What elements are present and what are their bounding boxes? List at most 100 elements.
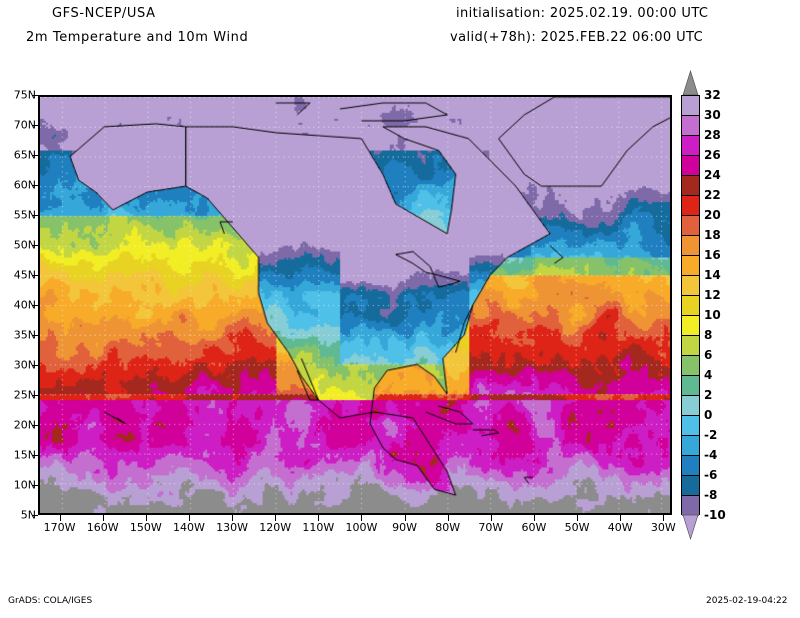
lon-tick-mark (663, 515, 665, 521)
lon-tick-mark (102, 515, 104, 521)
lon-tick-mark (145, 515, 147, 521)
longitude-axis: 170W 160W 150W 140W 130W 120W 110W 100W 90W 80W 70… (38, 515, 676, 539)
lon-tick-label: 60W (521, 521, 547, 534)
colorbar-tick-label: 24 (704, 168, 721, 182)
colorbar-band (682, 276, 699, 296)
lon-tick-label: 90W (392, 521, 418, 534)
temperature-field-canvas (40, 97, 670, 513)
colorbar-band (682, 376, 699, 396)
lat-tick-mark (32, 305, 38, 306)
colorbar-tick-label: -4 (704, 448, 718, 462)
lon-tick-label: 120W (259, 521, 292, 534)
colorbar-tick-label: 14 (704, 268, 721, 282)
lat-tick-label: 30N (13, 358, 36, 372)
lat-tick-label: 70N (13, 118, 36, 132)
valid-time-label: valid(+78h): 2025.FEB.22 06:00 UTC (450, 30, 704, 45)
header: GFS-NCEP/USA 2m Temperature and 10m Wind… (0, 0, 800, 62)
colorbar-tick-label: 6 (704, 348, 713, 362)
lon-tick-mark (318, 515, 320, 521)
lat-tick-label: 45N (13, 268, 36, 282)
lon-tick-mark (232, 515, 234, 521)
lat-tick-mark (32, 95, 38, 96)
colorbar-tick-labels: 32 30 28 26 24 22 20 18 16 14 12 10 8 6 4 2 0 -2 -4 -6 -8 -10 (702, 89, 742, 521)
model-name-label: GFS-NCEP/USA (52, 6, 156, 21)
colorbar-band (682, 196, 699, 216)
colorbar-band (682, 176, 699, 196)
lon-tick-mark (447, 515, 449, 521)
colorbar-over-arrow-icon (682, 70, 699, 96)
lon-tick-label: 100W (345, 521, 378, 534)
lat-tick-mark (32, 275, 38, 276)
colorbar-tick-label: 8 (704, 328, 713, 342)
lat-tick-label: 50N (13, 238, 36, 252)
lon-tick-label: 140W (173, 521, 205, 534)
lat-tick-label: 40N (13, 298, 36, 312)
lat-tick-mark (32, 365, 38, 366)
colorbar-band (682, 296, 699, 316)
lat-tick-label: 20N (13, 418, 36, 432)
temperature-colorbar (681, 95, 700, 516)
initialisation-label: initialisation: 2025.02.19. 00:00 UTC (456, 6, 709, 21)
colorbar-tick-label: 12 (704, 288, 721, 302)
lon-tick-mark (59, 515, 61, 521)
colorbar-band (682, 96, 699, 116)
colorbar-band (682, 316, 699, 336)
colorbar-band (682, 496, 699, 516)
lat-tick-mark (32, 155, 38, 156)
lat-tick-label: 65N (13, 148, 36, 162)
lat-tick-label: 75N (13, 88, 36, 102)
lat-tick-mark (32, 425, 38, 426)
colorbar-tick-label: 28 (704, 128, 721, 142)
lat-tick-label: 5N (20, 508, 36, 522)
colorbar-band (682, 216, 699, 236)
colorbar-tick-label: 18 (704, 228, 721, 242)
colorbar-band (682, 336, 699, 356)
lat-tick-mark (32, 125, 38, 126)
colorbar-band (682, 396, 699, 416)
colorbar-band (682, 456, 699, 476)
lat-tick-mark (32, 245, 38, 246)
lat-tick-label: 35N (13, 328, 36, 342)
lat-tick-label: 15N (13, 448, 36, 462)
lon-tick-mark (533, 515, 535, 521)
lat-tick-mark (32, 185, 38, 186)
product-name-label: 2m Temperature and 10m Wind (26, 30, 249, 45)
lon-tick-label: 150W (129, 521, 162, 534)
lat-tick-label: 55N (13, 208, 36, 222)
colorbar-band (682, 356, 699, 376)
lat-tick-mark (32, 335, 38, 336)
colorbar-tick-label: 10 (704, 308, 721, 322)
lat-tick-label: 60N (13, 178, 36, 192)
lat-tick-mark (32, 455, 38, 456)
lon-tick-mark (188, 515, 190, 521)
colorbar-band (682, 416, 699, 436)
colorbar-tick-label: -10 (704, 508, 726, 522)
lon-tick-label: 130W (216, 521, 249, 534)
lon-tick-label: 80W (435, 521, 461, 534)
lat-tick-label: 10N (13, 478, 36, 492)
colorbar-tick-label: 4 (704, 368, 713, 382)
colorbar-tick-label: 26 (704, 148, 721, 162)
colorbar-band (682, 116, 699, 136)
lon-tick-mark (404, 515, 406, 521)
colorbar-band (682, 136, 699, 156)
colorbar-tick-label: 20 (704, 208, 721, 222)
colorbar-tick-label: 2 (704, 388, 713, 402)
lon-tick-label: 160W (86, 521, 119, 534)
colorbar-band (682, 436, 699, 456)
lon-tick-mark (577, 515, 579, 521)
lat-tick-mark (32, 215, 38, 216)
lon-tick-label: 110W (302, 521, 335, 534)
lon-tick-label: 70W (478, 521, 504, 534)
generated-time-label: 2025-02-19-04:22 (706, 596, 788, 606)
colorbar-under-arrow-icon (682, 514, 699, 540)
latitude-axis: 75N 70N 65N 60N 55N 50N 45N 40N 35N 30N 25N 20N 15N 1… (0, 90, 38, 521)
colorbar-band (682, 156, 699, 176)
lon-tick-label: 50W (564, 521, 590, 534)
temperature-map-plot (38, 95, 672, 515)
lon-tick-label: 30W (650, 521, 676, 534)
colorbar-tick-label: -8 (704, 488, 718, 502)
lon-tick-mark (490, 515, 492, 521)
colorbar-tick-label: 0 (704, 408, 713, 422)
colorbar-tick-label: 30 (704, 108, 721, 122)
